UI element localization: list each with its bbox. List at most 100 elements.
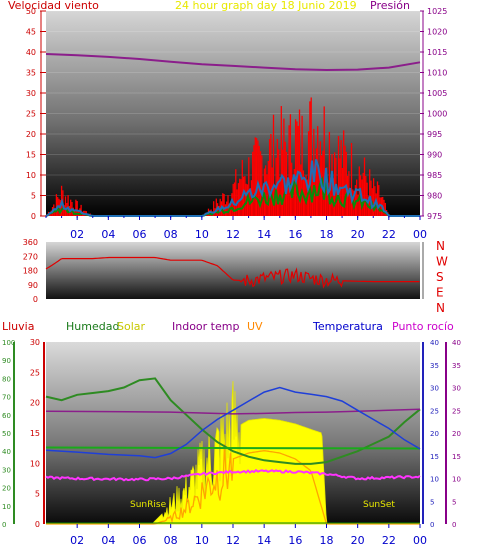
top-time-label: 08 [164, 228, 178, 241]
hum-tick-label: 10 [2, 503, 11, 511]
hum-tick-label: 100 [2, 339, 15, 347]
dew-tick-label: 30 [452, 385, 461, 393]
mid-series [45, 256, 420, 289]
bot-time-label: 14 [257, 534, 271, 547]
hum-tick-label: 80 [2, 375, 11, 383]
bot-time-label: 22 [382, 534, 396, 547]
bot-time-label: 02 [70, 534, 84, 547]
top-time-label: 16 [288, 228, 302, 241]
bot-time-label: 00 [413, 534, 427, 547]
hum-tick-label: 20 [2, 485, 11, 493]
rain-tick-label: 30 [30, 338, 40, 347]
top-right-tick-label: 1020 [427, 28, 447, 37]
top-time-label: 00 [413, 228, 427, 241]
top-right-tick-label: 1000 [427, 110, 447, 119]
bot-time-label: 10 [195, 534, 209, 547]
pressure-line [45, 53, 421, 72]
top-left-tick-label: 20 [26, 130, 36, 139]
top-series [45, 53, 421, 217]
dew-tick-label: 35 [452, 362, 461, 370]
bot-time-label: 04 [101, 534, 115, 547]
top-title-center: 24 hour graph day 18 Junio 2019 [175, 0, 357, 12]
top-left-tick-label: 0 [31, 212, 36, 221]
dew-tick-label: 10 [452, 476, 461, 484]
top-time-label: 02 [70, 228, 84, 241]
axes: 0510152025303540455097598098599099510001… [2, 7, 461, 547]
dew-tick-label: 20 [452, 430, 461, 438]
temp-tick-label: 20 [430, 430, 439, 438]
mid-left-tick-label: 270 [23, 252, 38, 261]
top-time-label: 10 [195, 228, 209, 241]
rain-tick-label: 0 [35, 520, 40, 529]
top-time-label: 14 [257, 228, 271, 241]
top-title-right: Presión [370, 0, 410, 12]
legend-temp: Temperatura [312, 320, 383, 333]
top-left-tick-label: 25 [26, 110, 36, 119]
mid-dir-label: N [436, 301, 445, 315]
legend-dew: Punto rocío [392, 320, 454, 333]
temp-tick-label: 30 [430, 385, 439, 393]
sunset-label: SunSet [363, 500, 395, 510]
sunrise-label: SunRise [130, 500, 167, 510]
top-right-tick-label: 980 [427, 192, 442, 201]
dew-tick-label: 25 [452, 407, 461, 415]
top-left-tick-label: 40 [26, 48, 36, 57]
mid-left-tick-label: 90 [28, 281, 38, 290]
dewpoint-line [45, 468, 421, 482]
top-left-tick-label: 10 [26, 171, 36, 180]
top-right-tick-label: 1005 [427, 89, 447, 98]
temp-tick-label: 0 [430, 521, 434, 529]
temperature-line [45, 386, 421, 459]
rain-tick-label: 20 [30, 399, 40, 408]
hum-tick-label: 50 [2, 430, 11, 438]
top-time-label: 04 [101, 228, 115, 241]
hum-tick-label: 60 [2, 412, 11, 420]
hum-tick-label: 0 [2, 521, 6, 529]
top-time-label: 20 [351, 228, 365, 241]
top-plot-area [46, 11, 420, 216]
top-left-tick-label: 15 [26, 151, 36, 160]
humidity-line [45, 377, 421, 465]
rain-tick-label: 5 [35, 490, 40, 499]
top-right-tick-label: 1015 [427, 48, 447, 57]
mid-dir-label: W [436, 255, 448, 269]
bot-time-label: 12 [226, 534, 240, 547]
legend-humidity: Humedad [66, 320, 119, 333]
rain-tick-label: 10 [30, 459, 40, 468]
top-right-tick-label: 995 [427, 130, 442, 139]
mid-plot-area [46, 242, 420, 299]
dew-tick-label: 15 [452, 453, 461, 461]
top-time-label: 12 [226, 228, 240, 241]
mid-left-tick-label: 0 [33, 295, 38, 304]
top-title-left: Velocidad viento [8, 0, 99, 12]
temp-tick-label: 40 [430, 339, 439, 347]
temp-tick-label: 25 [430, 407, 439, 415]
top-left-tick-label: 30 [26, 89, 36, 98]
top-right-tick-label: 985 [427, 171, 442, 180]
top-time-label: 18 [320, 228, 334, 241]
mid-left-tick-label: 180 [23, 267, 38, 276]
bot-time-label: 06 [133, 534, 147, 547]
mid-dir-label: S [436, 270, 444, 284]
top-left-tick-label: 50 [26, 7, 36, 16]
legend-rain: Lluvia [2, 320, 34, 333]
temp-tick-label: 10 [430, 476, 439, 484]
temp-tick-label: 5 [430, 498, 434, 506]
bot-time-label: 08 [164, 534, 178, 547]
indoor-temp-line [45, 408, 421, 415]
dew-tick-label: 0 [452, 521, 456, 529]
legend-indoor: Indoor temp [172, 320, 239, 333]
rain-tick-label: 25 [30, 368, 40, 377]
hum-tick-label: 40 [2, 448, 11, 456]
mid-dir-label: N [436, 239, 445, 253]
rain-tick-label: 15 [30, 429, 40, 438]
top-left-tick-label: 35 [26, 69, 36, 78]
bot-time-label: 18 [320, 534, 334, 547]
temp-tick-label: 15 [430, 453, 439, 461]
top-time-label: 22 [382, 228, 396, 241]
hum-tick-label: 70 [2, 394, 11, 402]
bot-time-label: 20 [351, 534, 365, 547]
legend-solar: Solar [117, 320, 146, 333]
hum-tick-label: 30 [2, 466, 11, 474]
